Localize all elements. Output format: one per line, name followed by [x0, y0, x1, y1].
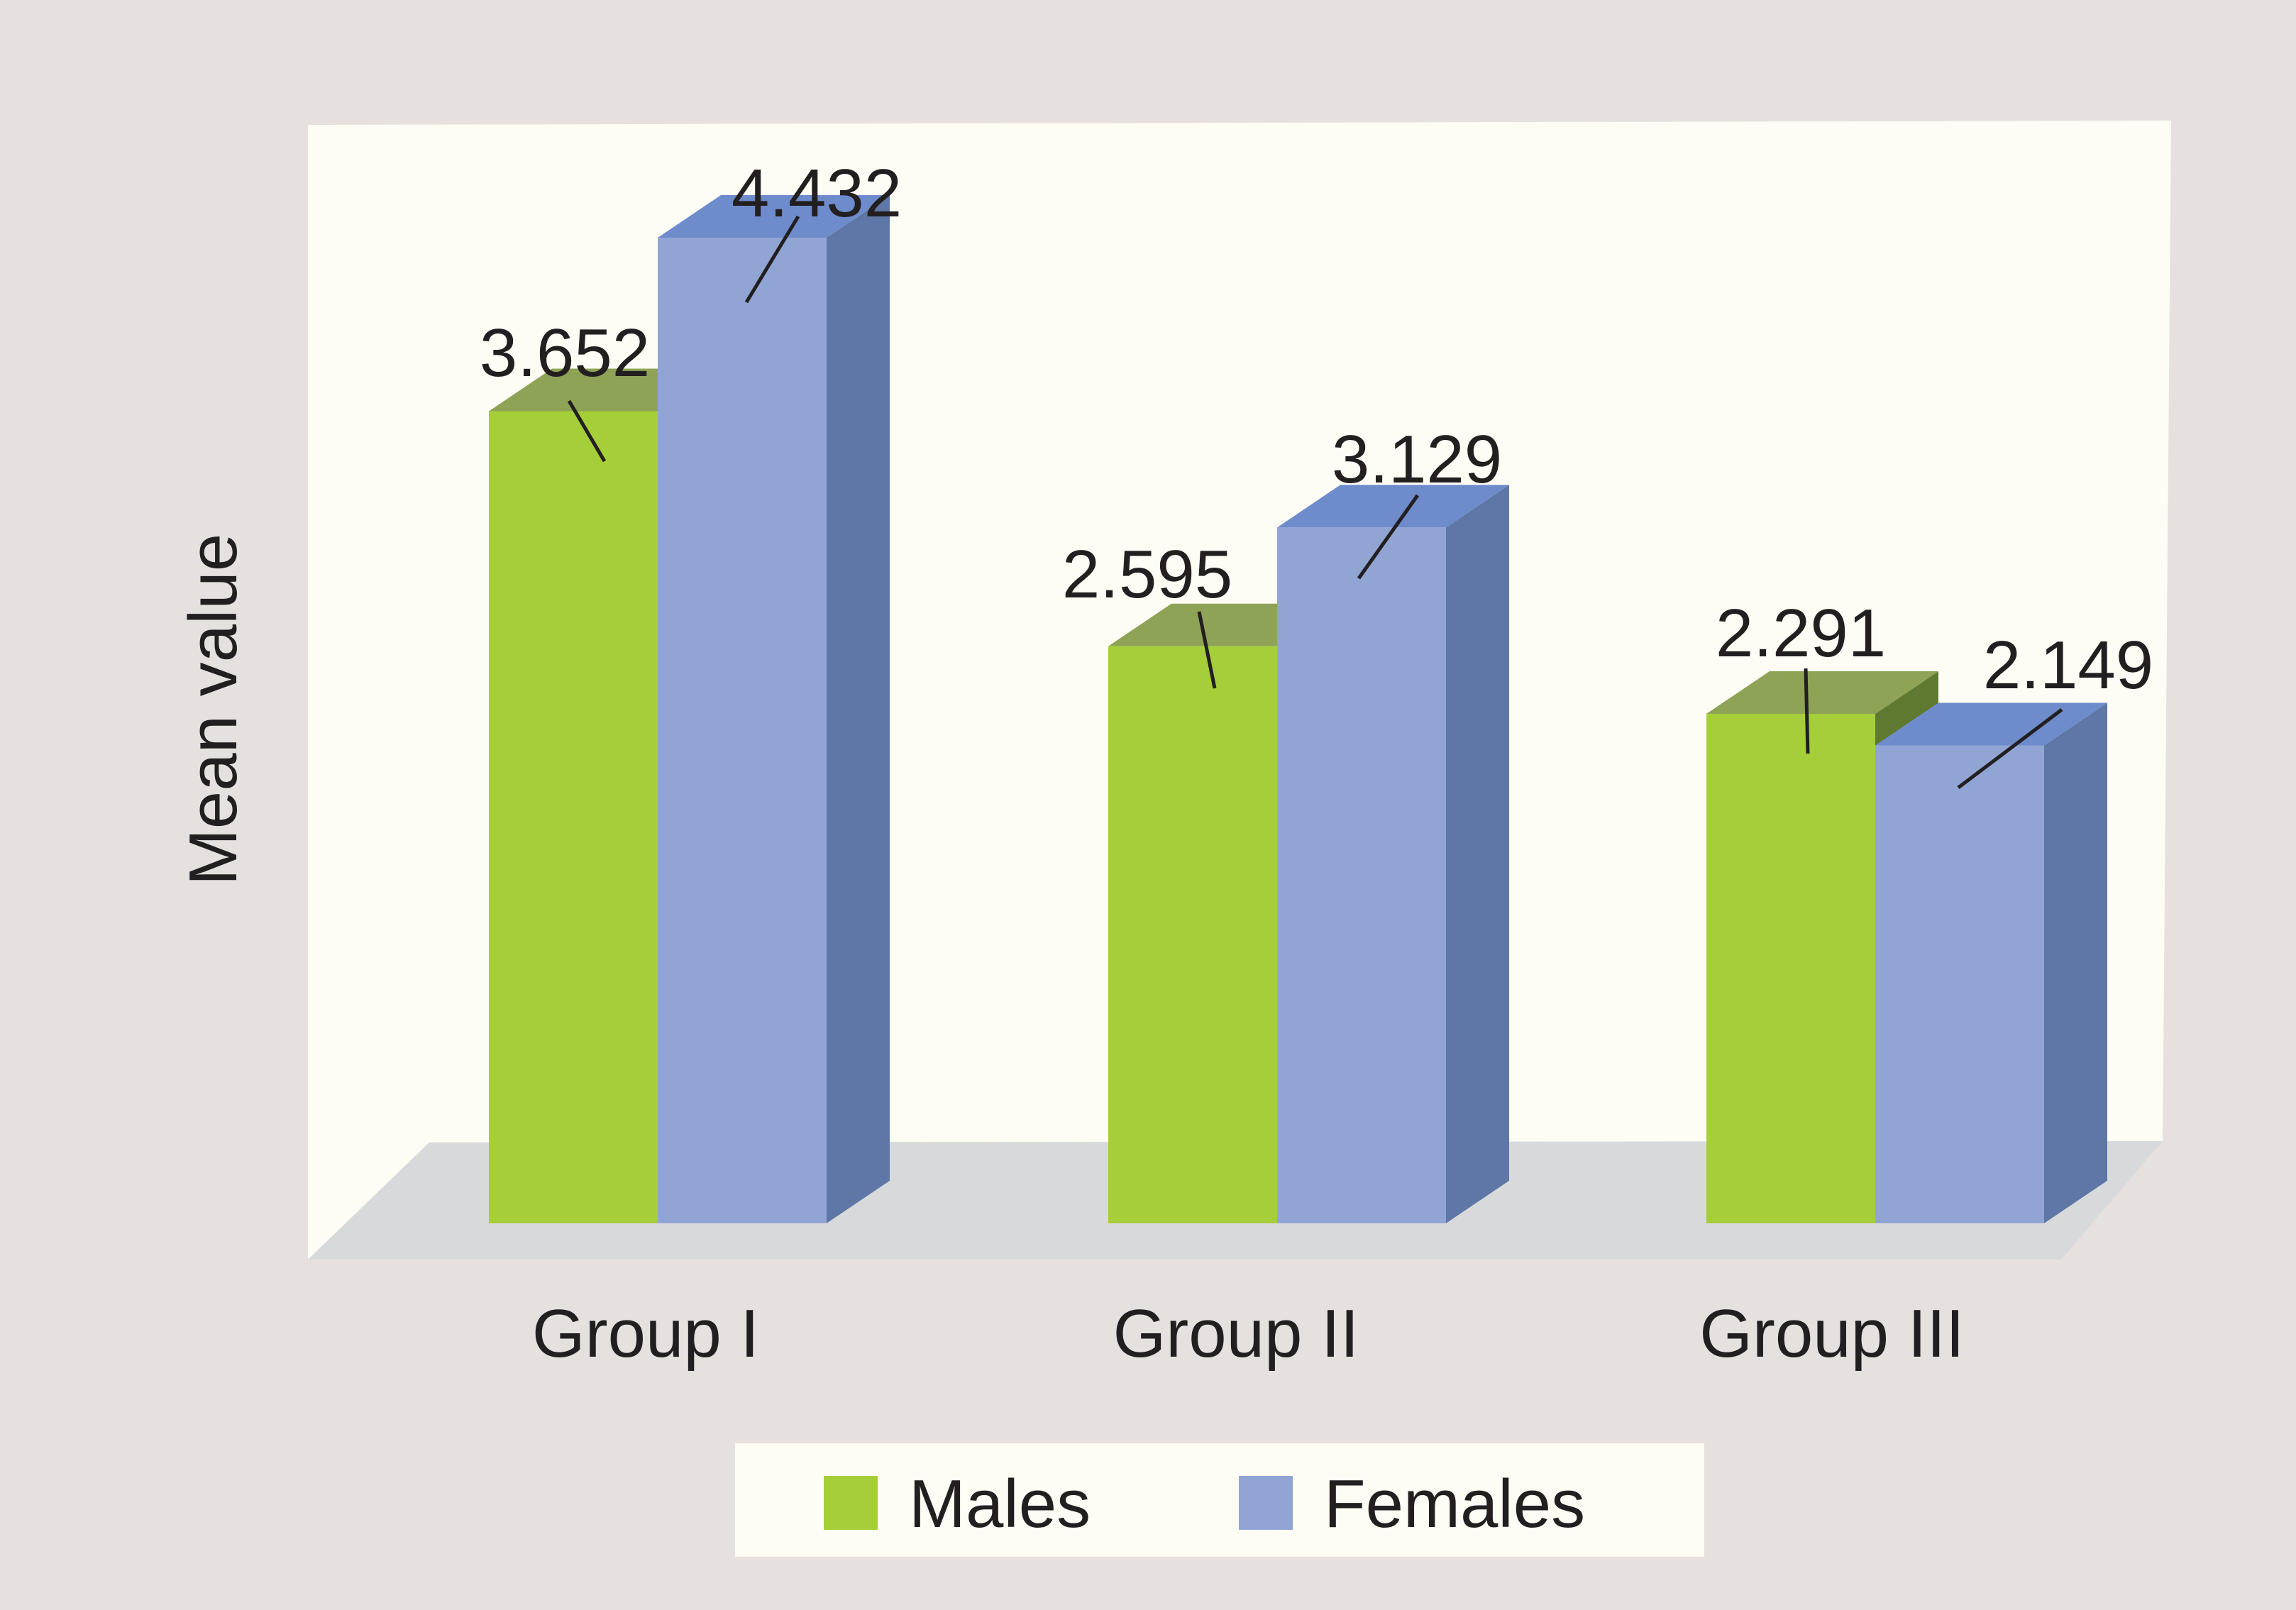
bar-side-face: [1446, 485, 1509, 1224]
bar-females-2: [1277, 485, 1509, 1224]
value-label-females-1: 4.432: [732, 155, 902, 231]
bar-top-face: [1277, 485, 1509, 528]
value-label-females-2: 3.129: [1332, 421, 1502, 497]
bar-front-face: [658, 238, 827, 1223]
legend-label-females: Females: [1324, 1466, 1585, 1542]
y-axis-label: Mean value: [175, 534, 251, 886]
leader-line: [744, 215, 800, 304]
value-label-females-3: 2.149: [1983, 627, 2153, 703]
legend-label-males: Males: [909, 1466, 1091, 1542]
bar-top-face: [1875, 702, 2107, 746]
bar-front-face: [1277, 527, 1446, 1223]
bar-females-1: [658, 195, 890, 1223]
legend-swatch-females: [1239, 1476, 1293, 1530]
leader-line: [1957, 708, 2063, 789]
legend-box: [735, 1443, 1704, 1557]
x-axis-tick-labels: Group I Group II Group III: [532, 1296, 1965, 1372]
x-tick-label-1: Group I: [532, 1296, 759, 1372]
value-labels-layer: 3.652 4.432 2.595 3.129 2.291 2.149: [480, 155, 2153, 789]
x-tick-label-3: Group III: [1699, 1296, 1965, 1372]
value-label-males-3: 2.291: [1716, 595, 1886, 671]
bar-front-face: [1875, 745, 2044, 1223]
bar-front-face: [1706, 714, 1875, 1223]
leader-line: [1197, 611, 1217, 689]
leader-line: [567, 399, 607, 463]
leader-line: [1357, 494, 1420, 580]
legend: Males Females: [735, 1443, 1704, 1557]
bar-side-face: [2044, 702, 2107, 1223]
bar-side-face: [827, 195, 890, 1223]
x-tick-label-2: Group II: [1113, 1296, 1359, 1372]
bar-females-3: [1875, 702, 2107, 1223]
value-label-males-2: 2.595: [1062, 536, 1232, 612]
bar-front-face: [1108, 646, 1277, 1223]
value-label-males-1: 3.652: [480, 315, 650, 391]
bar-top-face: [658, 195, 890, 238]
legend-swatch-males: [824, 1476, 878, 1530]
bar-front-face: [489, 411, 658, 1224]
leader-line: [1804, 668, 1810, 754]
bar-top-face: [1706, 671, 1938, 715]
bars-layer: [489, 195, 2107, 1224]
